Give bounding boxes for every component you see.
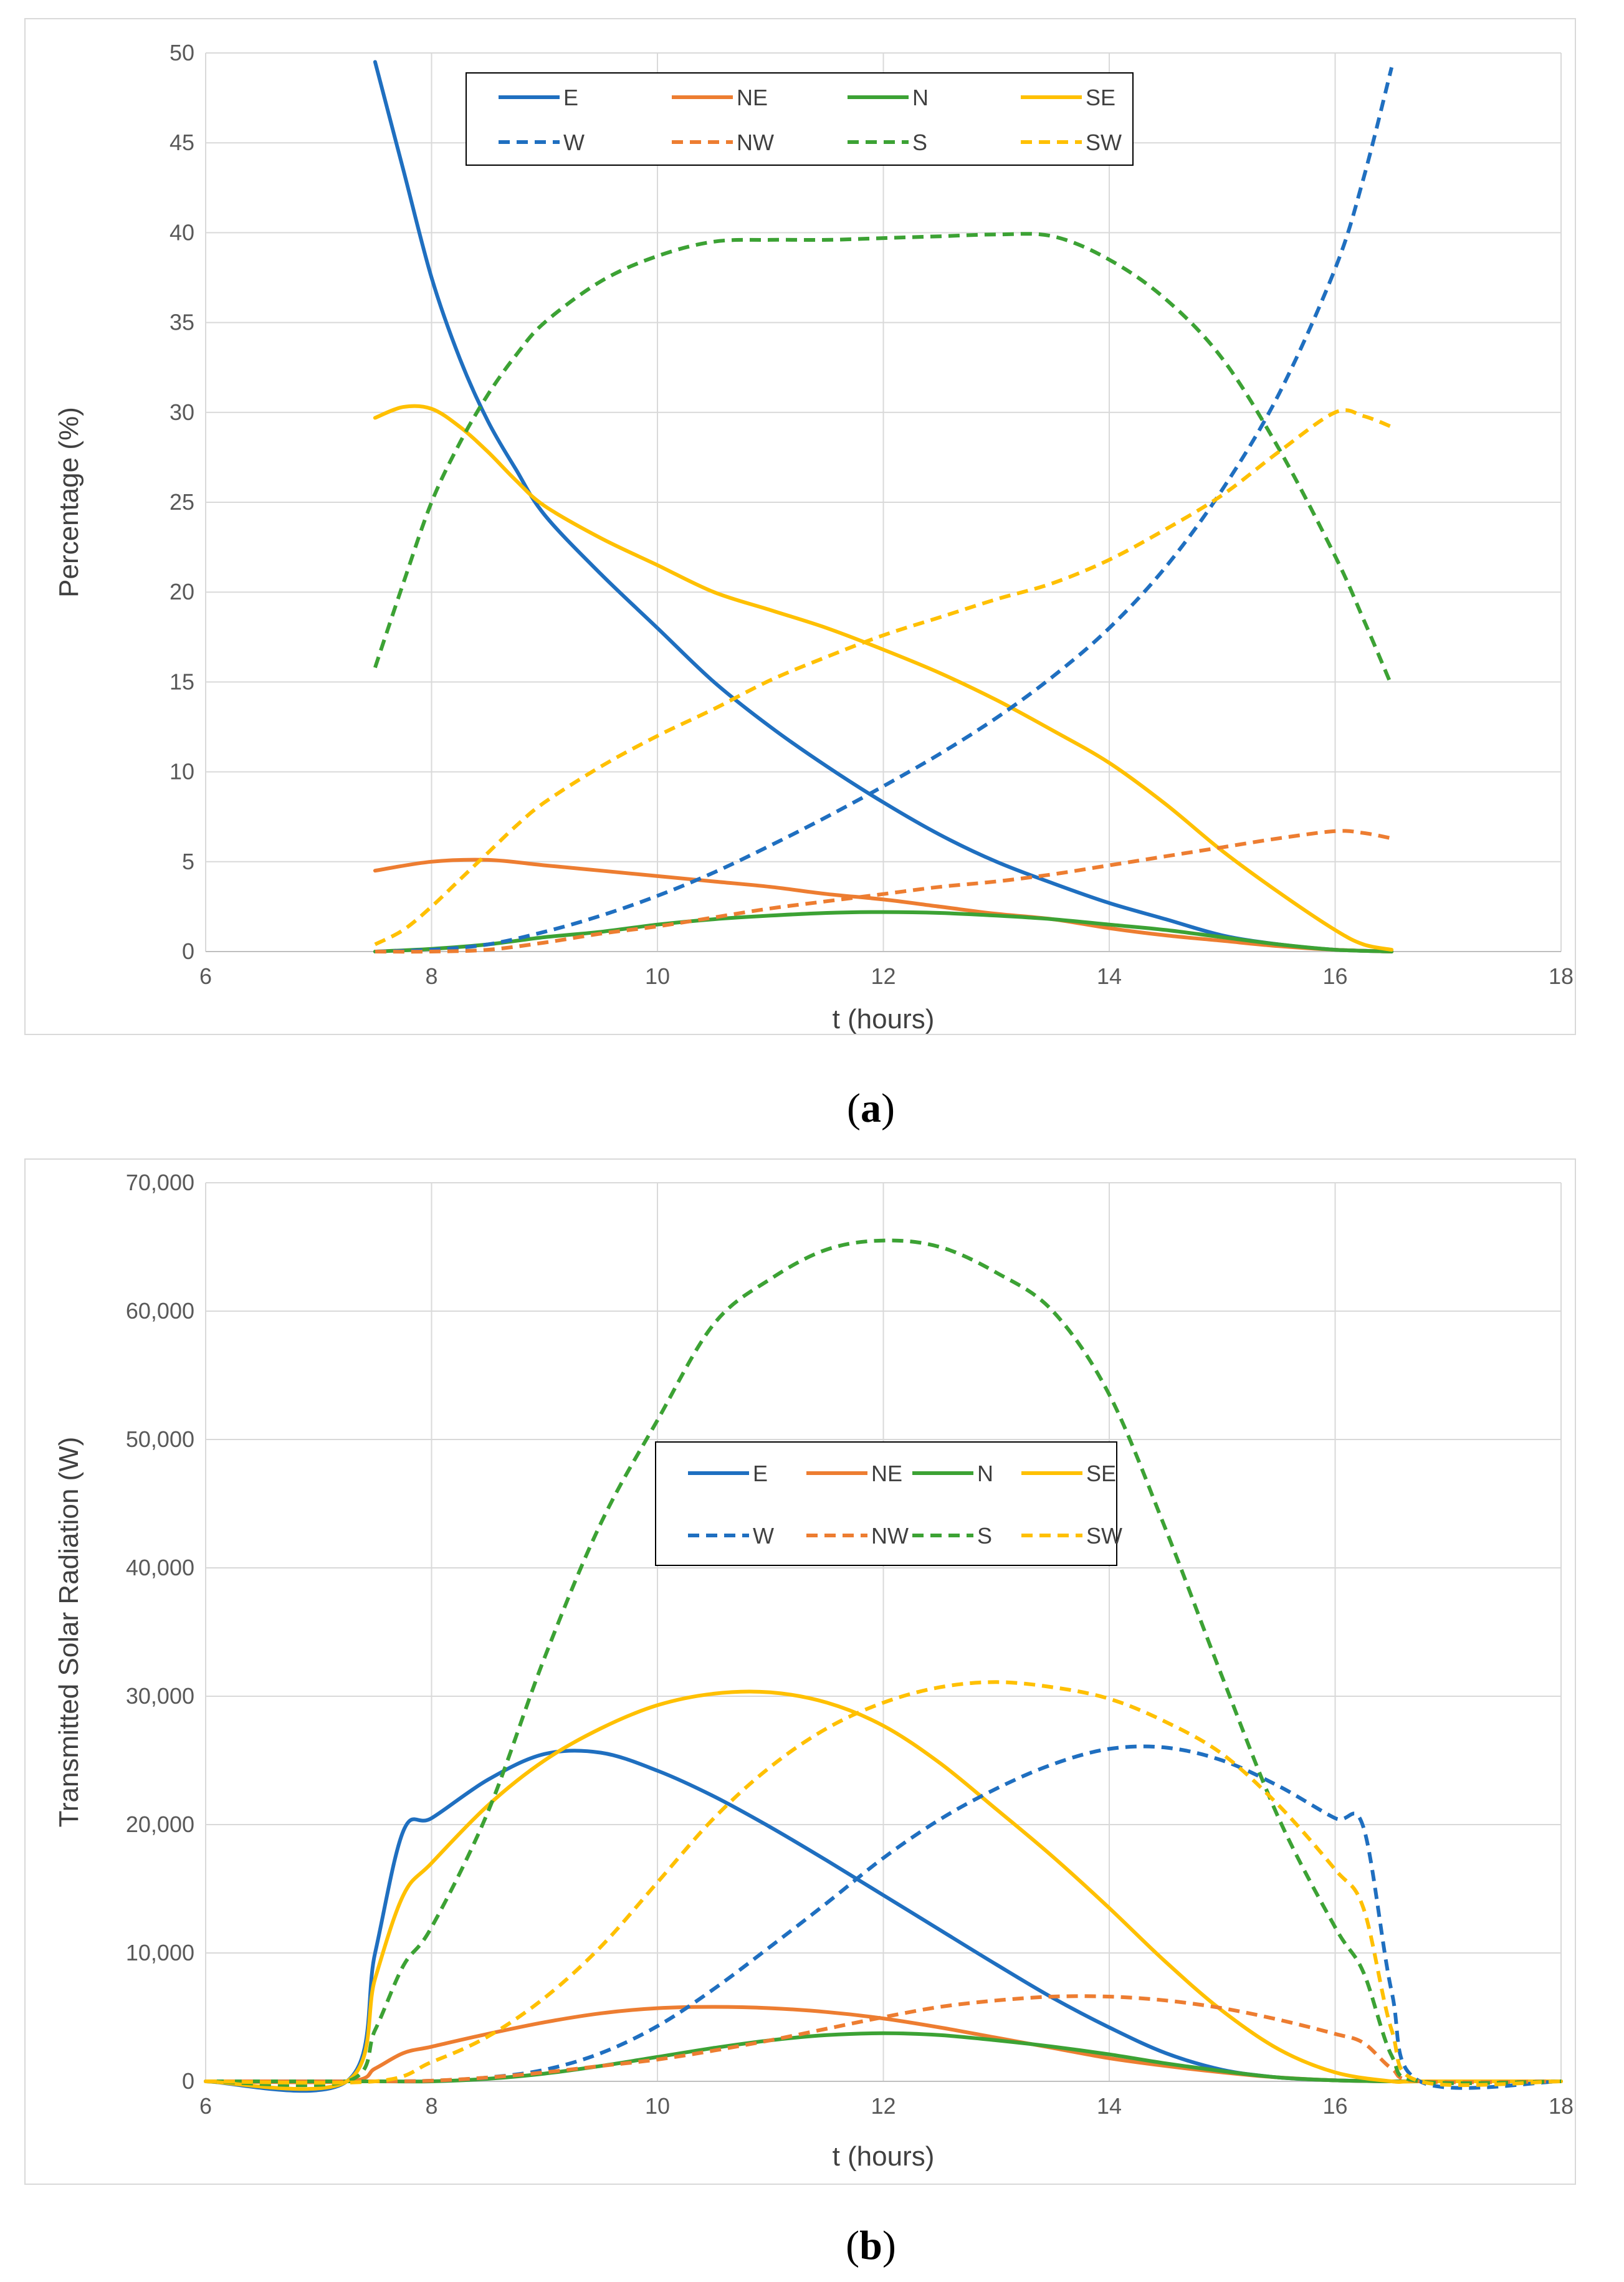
panel-a-panel-label: (a) [847, 1086, 895, 1131]
panel-b-series-line-s-dashed [205, 1238, 1562, 2088]
panel-b-legend-label-s: S [977, 1523, 992, 1549]
panel-b-y-tick-label: 40,000 [126, 1555, 194, 1580]
panel-b-x-tick-label: 14 [1097, 2093, 1122, 2119]
panel-b-legend-label-sw: SW [1086, 1523, 1122, 1549]
panel-b-y-tick-label: 20,000 [126, 1812, 194, 1837]
panel-b-x-tick-label: 16 [1322, 2093, 1347, 2119]
panel-a-x-tick-label: 6 [199, 963, 212, 989]
panel-b-y-tick-label: 30,000 [126, 1683, 194, 1709]
panel-a-y-tick-label: 50 [170, 40, 194, 65]
panel-b-y-tick-label: 50,000 [126, 1426, 194, 1452]
panel-a-series-line-nw-dashed [375, 829, 1392, 954]
panel-a-series-line-sw-dashed [374, 408, 1393, 947]
chart-panel-a: 0 5 10 15 20 25 30 35 40 45 50 6 8 10 12 14 16 18 t (hours… [24, 18, 1576, 1131]
panel-a-x-axis-title: t (hours) [833, 1004, 935, 1034]
panel-a-legend-label-s: S [912, 130, 927, 155]
panel-a-legend-label-e: E [563, 85, 578, 110]
panel-b-x-tick-label: 10 [645, 2093, 670, 2119]
panel-a-y-axis-title: Percentage (%) [54, 407, 84, 598]
panel-b-series-line-nw-dashed [205, 1994, 1562, 2084]
panel-b-x-tick-label: 18 [1549, 2093, 1574, 2119]
panel-a-series-line-s-dashed [373, 232, 1393, 687]
panel-b-legend-label-nw: NW [871, 1523, 909, 1549]
panel-b-legend-label-ne: NE [871, 1461, 902, 1486]
panel-a-series-line-w-dashed [375, 67, 1394, 953]
panel-b-y-axis-title: Transmitted Solar Radiation (W) [54, 1437, 84, 1828]
panel-a-legend-label-se: SE [1086, 85, 1115, 110]
panel-a-legend-box [466, 72, 1134, 166]
panel-a-y-tick-label: 0 [182, 938, 194, 964]
panel-a-series-line-e-solid [373, 60, 1394, 953]
panel-a-legend-label-n: N [912, 85, 929, 110]
panel-b-y-tick-label: 70,000 [126, 1170, 194, 1195]
panel-a-x-tick-label: 10 [645, 963, 670, 989]
panel-a-y-tick-label: 5 [182, 849, 194, 874]
panel-a-series-line-se-solid [373, 404, 1394, 952]
panel-a-legend-label-w: W [563, 130, 585, 155]
panel-a-x-tick-label: 8 [425, 963, 437, 989]
panel-a-x-tick-label: 16 [1322, 963, 1347, 989]
panel-b-legend-box [655, 1441, 1117, 1566]
panel-a-chart-frame [24, 18, 1576, 1035]
panel-b-x-axis-title: t (hours) [833, 2141, 935, 2172]
panel-a-y-tick-label: 40 [170, 219, 194, 245]
panel-b-legend-label-w: W [753, 1523, 774, 1549]
panel-a-y-tick-label: 15 [170, 669, 194, 694]
panel-a-y-tick-label: 10 [170, 759, 194, 785]
panel-b-x-tick-label: 6 [199, 2093, 212, 2119]
panel-a-y-tick-label: 45 [170, 130, 194, 155]
panel-b-chart-frame [24, 1158, 1576, 2185]
panel-a-y-tick-label: 30 [170, 399, 194, 425]
panel-b-panel-label: (b) [846, 2223, 896, 2268]
panel-b-y-tick-label: 60,000 [126, 1298, 194, 1324]
chart-panel-b: 0 10,000 20,000 30,000 40,000 50,000 60,000 70,… [24, 1158, 1576, 2268]
panel-a-y-tick-label: 35 [170, 310, 194, 335]
panel-a-legend-label-ne: NE [737, 85, 768, 110]
panel-b-series-line-n-solid [204, 2031, 1563, 2084]
panel-a-series-line-n-solid [373, 910, 1394, 953]
panel-a-series-line-ne-solid [373, 857, 1394, 953]
panel-b-x-tick-label: 12 [871, 2093, 896, 2119]
panel-a-x-tick-label: 14 [1097, 963, 1122, 989]
panel-b-y-tick-label: 10,000 [126, 1940, 194, 1965]
panel-a-x-tick-label: 12 [871, 963, 896, 989]
panel-b-x-tick-label: 8 [425, 2093, 437, 2119]
panel-a-y-tick-label: 25 [170, 489, 194, 515]
panel-a-legend-label-nw: NW [737, 130, 774, 155]
panel-a-x-tick-label: 18 [1549, 963, 1574, 989]
panel-b-legend-label-e: E [753, 1461, 768, 1486]
panel-b-legend-label-n: N [977, 1461, 993, 1486]
panel-a-y-tick-label: 20 [170, 579, 194, 604]
panel-b-y-tick-label: 0 [182, 2068, 194, 2094]
panel-b-series-line-sw-dashed [205, 1680, 1562, 2088]
panel-a-legend-label-sw: SW [1086, 130, 1122, 155]
panel-b-legend-label-se: SE [1086, 1461, 1116, 1486]
